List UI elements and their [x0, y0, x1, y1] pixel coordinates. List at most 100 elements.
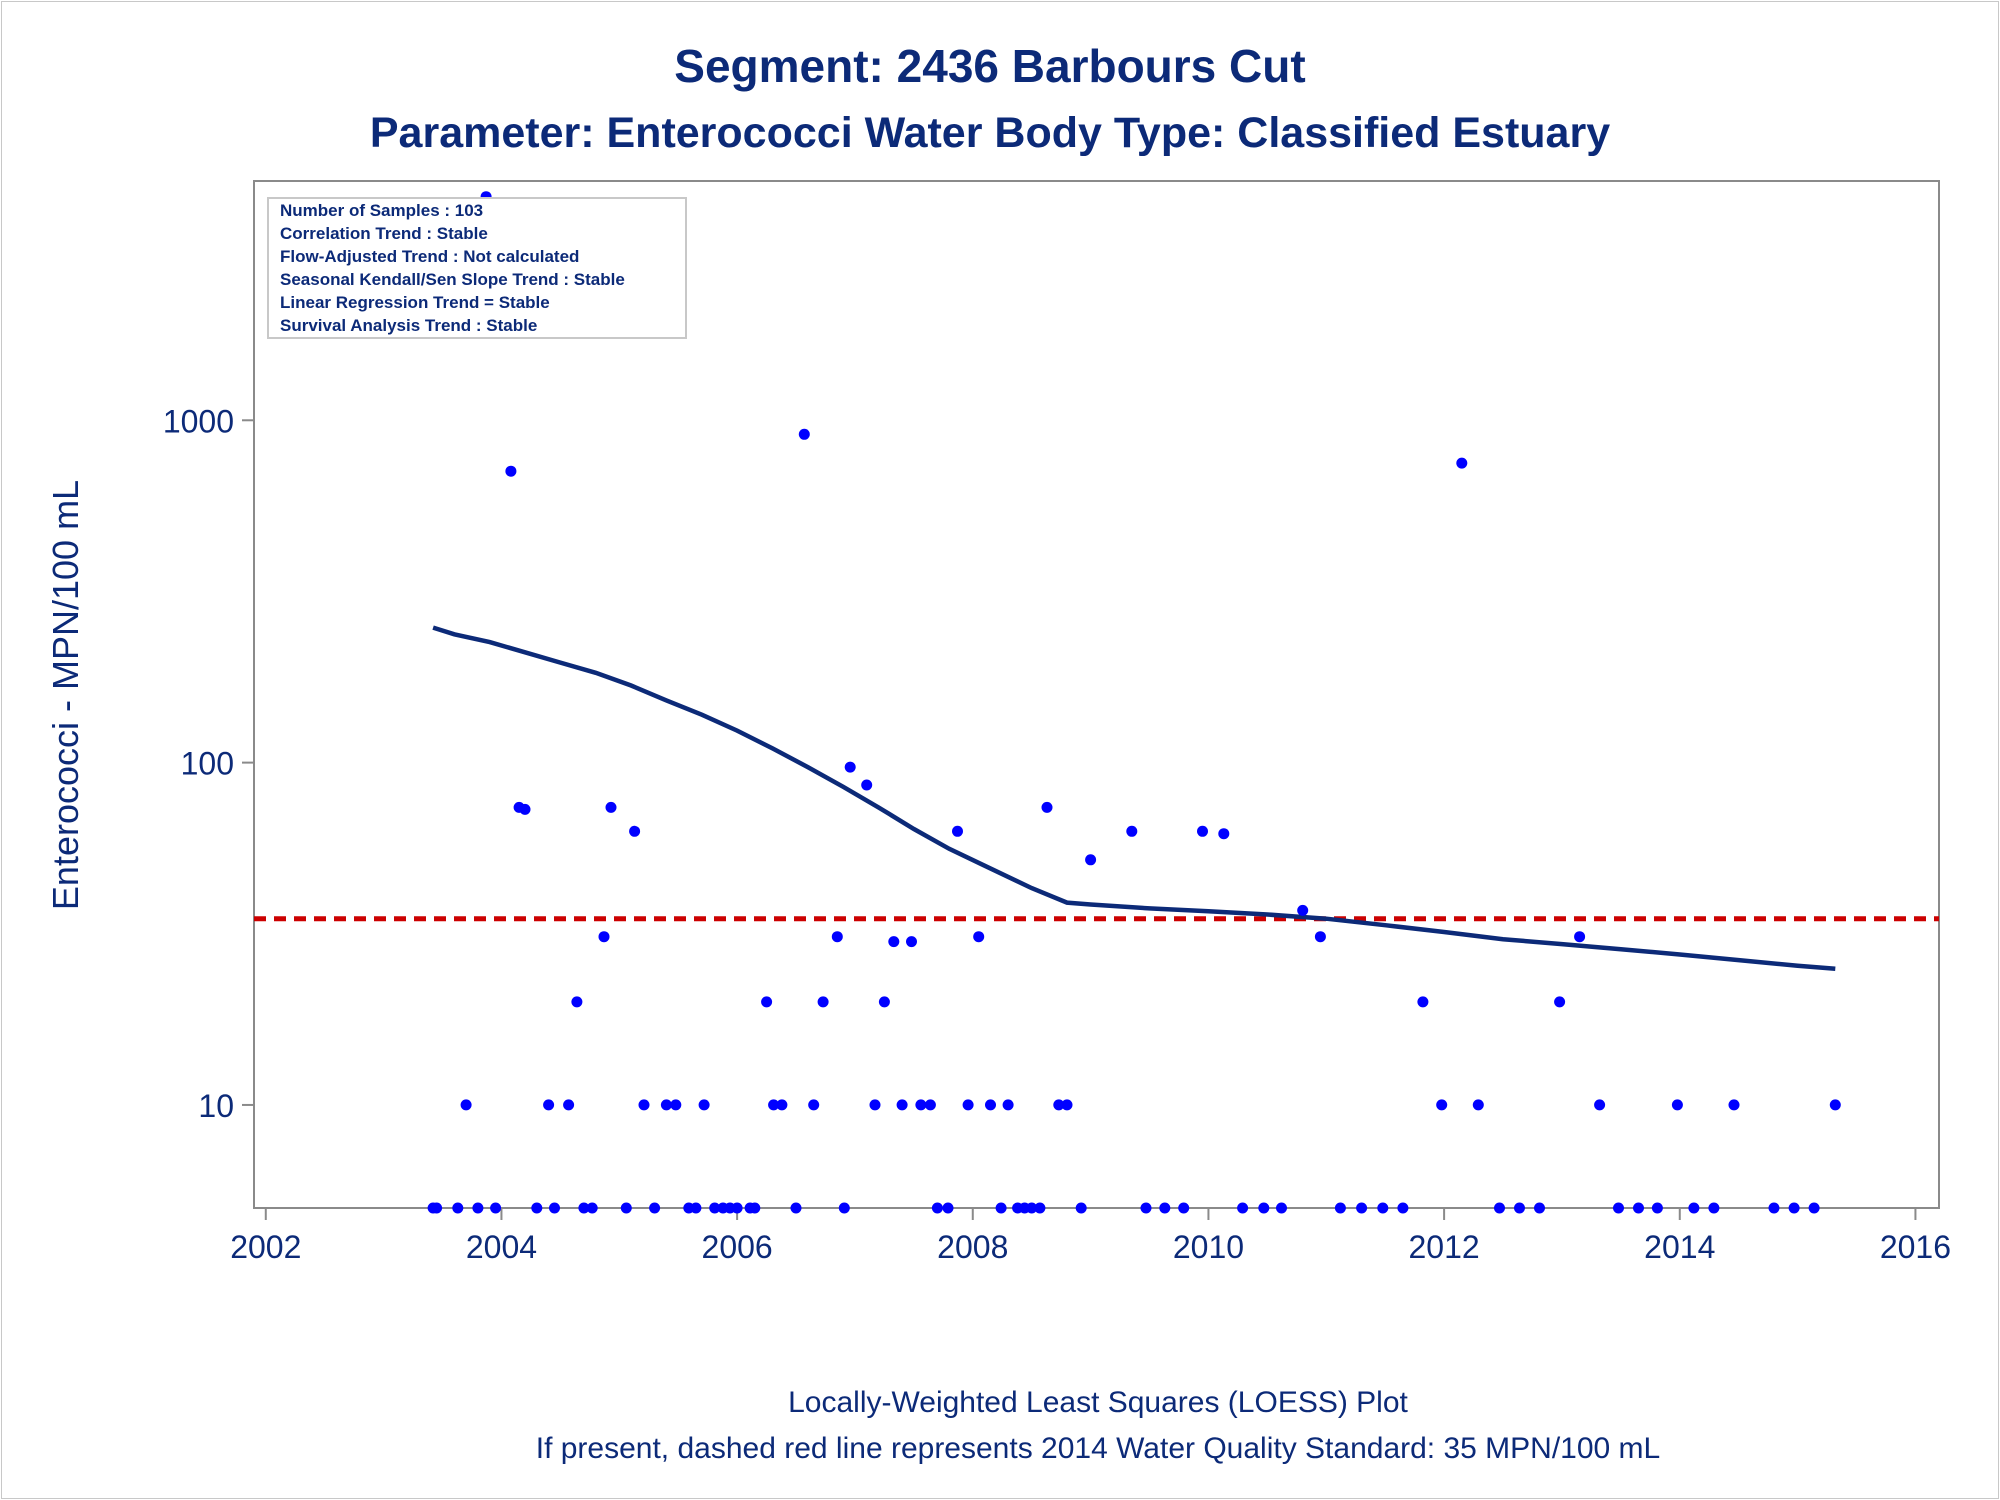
- sample-point: [790, 1202, 802, 1214]
- sample-point: [1002, 1099, 1014, 1111]
- sample-point: [888, 936, 900, 948]
- sample-point: [586, 1202, 598, 1214]
- sample-point: [460, 1099, 472, 1111]
- sample-point: [1534, 1202, 1545, 1214]
- x-tick-label: 2016: [1880, 1229, 1951, 1265]
- sample-point: [1788, 1202, 1800, 1214]
- sample-point: [768, 1099, 780, 1111]
- sample-point: [1456, 457, 1468, 469]
- sample-point: [1708, 1202, 1720, 1214]
- x-tick-label: 2004: [466, 1229, 537, 1265]
- sample-point: [472, 1202, 484, 1214]
- sample-point: [531, 1202, 543, 1214]
- sample-point: [563, 1099, 575, 1111]
- sample-point: [869, 1099, 881, 1111]
- sample-point: [995, 1202, 1007, 1214]
- sample-point: [1651, 1202, 1663, 1214]
- sample-point: [543, 1099, 555, 1111]
- sample-point: [1514, 1202, 1525, 1214]
- sample-point: [1688, 1202, 1700, 1214]
- stats-line: Linear Regression Trend = Stable: [280, 293, 550, 312]
- trend-stats-box: Number of Samples : 103 Correlation Tren…: [267, 197, 687, 339]
- sample-point: [1356, 1202, 1368, 1214]
- sample-point: [1314, 931, 1326, 943]
- sample-point: [776, 1099, 788, 1111]
- sample-point: [861, 779, 873, 791]
- sample-point: [831, 931, 843, 943]
- sample-point: [578, 1202, 590, 1214]
- sample-point: [798, 428, 810, 440]
- sample-point: [1377, 1202, 1389, 1214]
- sample-point: [962, 1099, 974, 1111]
- plot-area: [253, 180, 1940, 1209]
- sample-point: [924, 1099, 936, 1111]
- sample-point: [1436, 1099, 1448, 1111]
- stats-line: Flow-Adjusted Trend : Not calculated: [280, 247, 579, 266]
- sample-point: [1218, 828, 1230, 840]
- sample-point: [1728, 1099, 1740, 1111]
- sample-point: [629, 825, 641, 837]
- x-axis: 2002 2004 2006 2008 2010 2012 2014 2016: [230, 1208, 1951, 1265]
- loess-curve: [432, 625, 1836, 971]
- sample-point: [896, 1099, 908, 1111]
- sample-point: [549, 1202, 560, 1214]
- stats-line: Seasonal Kendall/Sen Slope Trend : Stabl…: [280, 270, 625, 289]
- sample-point: [878, 996, 890, 1008]
- sample-point: [670, 1099, 682, 1111]
- sample-point: [649, 1202, 661, 1214]
- sample-point: [942, 1202, 954, 1214]
- sample-point: [1808, 1202, 1820, 1214]
- sample-point: [761, 996, 773, 1008]
- sample-point: [749, 1202, 761, 1214]
- sample-point: [690, 1202, 702, 1214]
- sample-point: [1034, 1202, 1046, 1214]
- sample-point: [1061, 1099, 1073, 1111]
- stats-line: Number of Samples : 103: [280, 201, 483, 220]
- x-tick-label: 2002: [230, 1229, 301, 1265]
- loess-line: [432, 625, 1836, 971]
- sample-point: [1554, 996, 1566, 1008]
- x-tick-label: 2014: [1644, 1229, 1715, 1265]
- sample-point: [431, 1202, 443, 1214]
- sample-point: [1829, 1099, 1841, 1111]
- sample-point: [817, 996, 829, 1008]
- y-axis: 10 100 1000: [163, 403, 254, 1124]
- sample-point: [973, 931, 985, 943]
- sample-point: [1594, 1099, 1606, 1111]
- x-tick-label: 2010: [1173, 1229, 1244, 1265]
- sample-point: [1041, 801, 1053, 813]
- sample-point: [598, 931, 610, 943]
- sample-point: [490, 1202, 502, 1214]
- sample-point: [952, 825, 963, 837]
- footnote-loess: Locally-Weighted Least Squares (LOESS) P…: [788, 1386, 1408, 1419]
- sample-point: [1197, 825, 1208, 837]
- sample-point: [1085, 854, 1097, 866]
- sample-point: [709, 1202, 721, 1214]
- sample-point: [1417, 996, 1429, 1008]
- stats-line: Correlation Trend : Stable: [280, 224, 488, 243]
- sample-point: [1768, 1202, 1780, 1214]
- sample-point: [931, 1202, 943, 1214]
- sample-point: [731, 1202, 743, 1214]
- sample-point: [605, 801, 617, 813]
- sample-point: [1397, 1202, 1409, 1214]
- sample-point: [1075, 1202, 1087, 1214]
- sample-point: [1633, 1202, 1644, 1214]
- sample-points: [427, 191, 1841, 1214]
- footnote-standard: If present, dashed red line represents 2…: [536, 1432, 1661, 1465]
- sample-point: [1026, 1202, 1038, 1214]
- sample-point: [1613, 1202, 1624, 1214]
- sample-point: [1178, 1202, 1190, 1214]
- x-tick-label: 2008: [937, 1229, 1008, 1265]
- sample-point: [808, 1099, 820, 1111]
- sample-point: [1140, 1202, 1152, 1214]
- chart-title: Segment: 2436 Barbours Cut: [674, 40, 1305, 92]
- sample-point: [519, 803, 531, 815]
- sample-point: [1276, 1202, 1287, 1214]
- sample-point: [638, 1099, 650, 1111]
- sample-point: [1574, 931, 1586, 943]
- sample-point: [1053, 1099, 1065, 1111]
- sample-point: [452, 1202, 464, 1214]
- sample-point: [1472, 1099, 1484, 1111]
